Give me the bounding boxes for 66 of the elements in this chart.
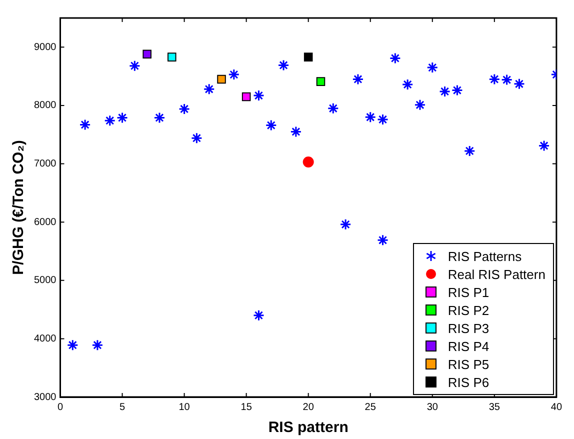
point xyxy=(228,68,240,80)
point xyxy=(501,74,513,86)
x-tick-label: 25 xyxy=(364,402,376,413)
point xyxy=(142,50,152,59)
point xyxy=(464,145,476,157)
legend-label: RIS P2 xyxy=(448,302,490,318)
y-tick-label: 6000 xyxy=(34,216,57,228)
point xyxy=(92,339,104,351)
legend-label: RIS P3 xyxy=(448,320,490,336)
y-tick-label: 3000 xyxy=(34,392,57,403)
point xyxy=(128,60,140,72)
point xyxy=(352,73,364,85)
point xyxy=(154,112,166,124)
point xyxy=(316,77,326,86)
x-tick-label: 40 xyxy=(550,402,562,413)
point xyxy=(168,52,176,62)
point xyxy=(364,111,376,123)
legend-label: RIS Patterns xyxy=(448,248,522,264)
y-tick-label: 9000 xyxy=(34,42,57,53)
point xyxy=(265,120,277,132)
point xyxy=(389,52,401,64)
point xyxy=(439,86,451,98)
point xyxy=(414,99,426,111)
point xyxy=(252,90,264,102)
x-tick-label: 15 xyxy=(240,402,252,413)
point xyxy=(79,118,91,130)
point xyxy=(116,112,128,124)
point xyxy=(451,84,463,96)
y-tick-label: 5000 xyxy=(34,275,57,286)
legend-label: RIS P6 xyxy=(448,374,490,390)
legend-label: RIS P1 xyxy=(448,284,490,300)
y-tick-label: 7000 xyxy=(34,158,57,170)
point xyxy=(190,132,202,144)
point xyxy=(488,73,500,85)
legend-label: RIS P5 xyxy=(448,356,490,372)
point xyxy=(302,156,314,168)
point xyxy=(377,234,389,246)
y-tick-label: 8000 xyxy=(34,100,57,112)
point xyxy=(252,310,264,322)
x-tick-label: 10 xyxy=(178,402,190,413)
x-tick-label: 0 xyxy=(57,402,64,413)
point xyxy=(104,114,116,126)
point xyxy=(290,126,302,138)
x-tick-label: 20 xyxy=(302,402,314,413)
x-axis-title: RIS pattern xyxy=(268,419,348,436)
point xyxy=(242,92,251,102)
legend-label: RIS P4 xyxy=(448,338,490,354)
point xyxy=(327,102,339,114)
point xyxy=(426,62,438,74)
point xyxy=(178,103,190,115)
point xyxy=(203,83,215,95)
x-tick-label: 30 xyxy=(426,402,438,413)
point xyxy=(278,59,290,71)
point xyxy=(513,78,525,90)
y-tick-label: 4000 xyxy=(34,333,57,344)
x-tick-label: 5 xyxy=(119,402,126,413)
point xyxy=(340,218,352,230)
point xyxy=(217,74,226,84)
legend-label: Real RIS Pattern xyxy=(448,266,546,282)
point xyxy=(304,52,313,62)
x-tick-label: 35 xyxy=(488,402,500,413)
point xyxy=(538,140,550,152)
point xyxy=(66,339,78,351)
point xyxy=(402,78,414,90)
y-axis-title: P/GHG (€/Ton CO₂) xyxy=(10,140,28,275)
point xyxy=(377,114,389,126)
